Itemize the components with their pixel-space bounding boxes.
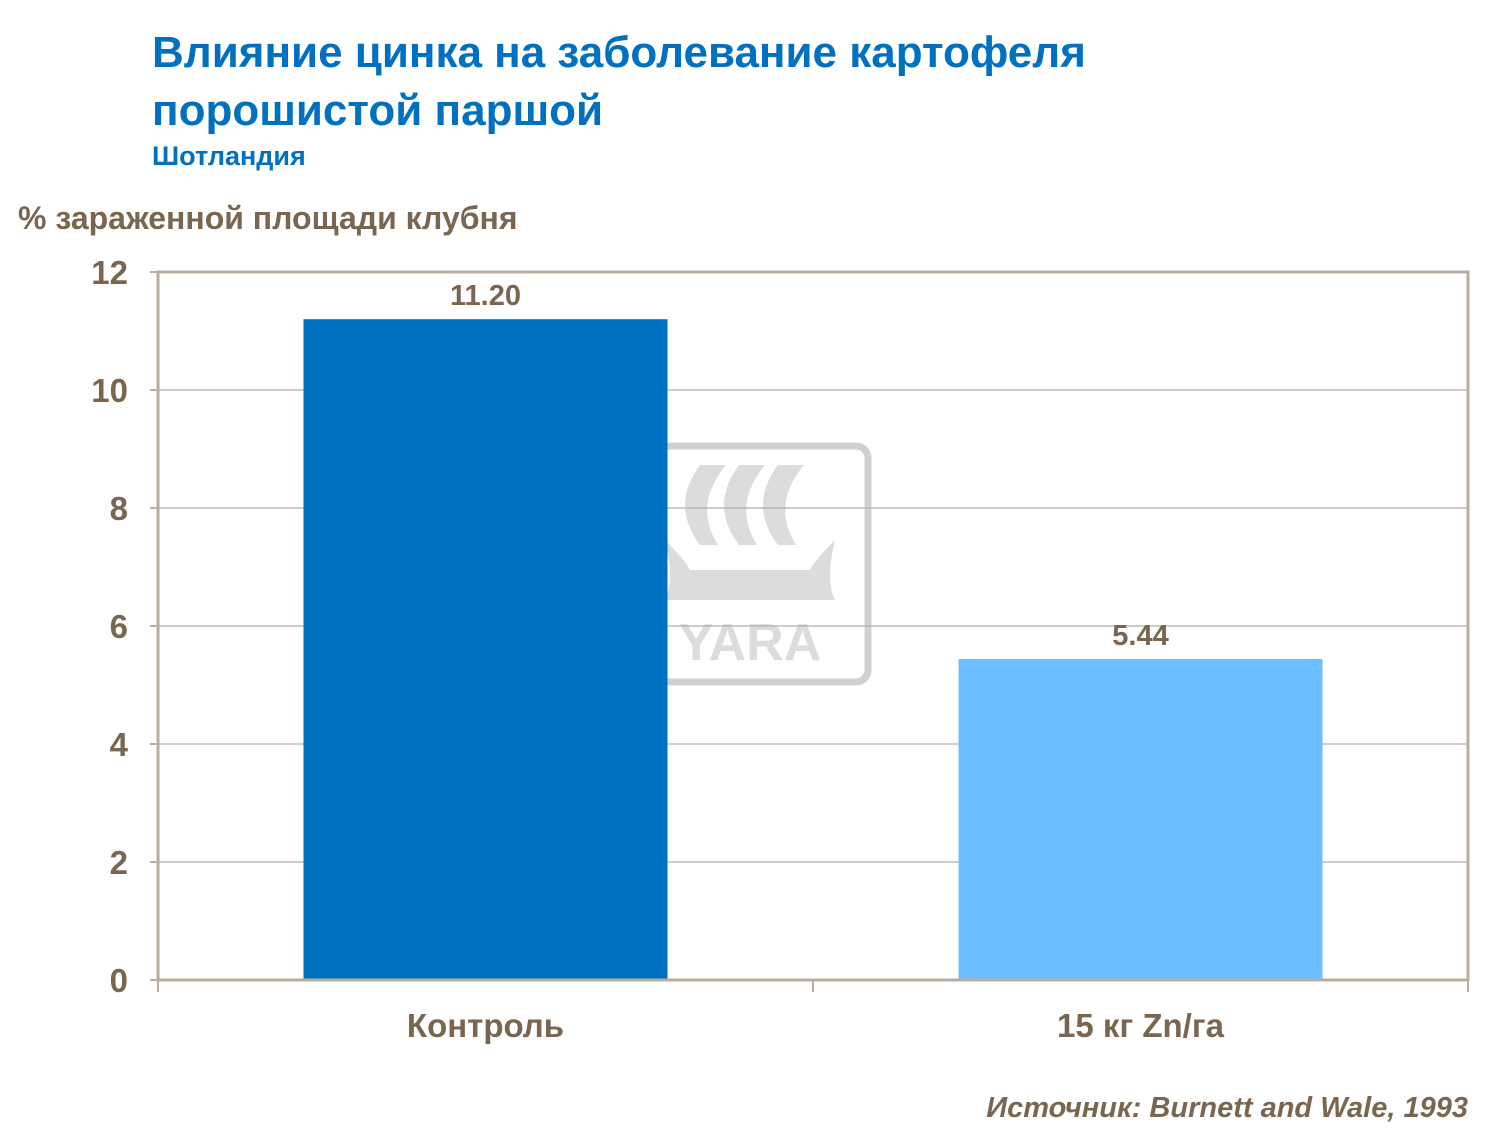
data-label: 5.44 xyxy=(1112,620,1168,652)
bar-0 xyxy=(303,319,668,980)
watermark-sail xyxy=(763,465,804,545)
x-tick-label: 15 кг Zn/га xyxy=(1057,1007,1225,1044)
watermark-ship xyxy=(665,540,835,600)
x-tick-label: Контроль xyxy=(407,1007,564,1044)
y-tick-label: 8 xyxy=(110,490,128,527)
watermark-text: YARA xyxy=(679,614,822,672)
watermark-sail xyxy=(685,465,726,545)
chart-title: Влияние цинка на заболевание картофеля п… xyxy=(152,28,1086,135)
data-label: 11.20 xyxy=(450,280,521,312)
chart-subtitle: Шотландия xyxy=(152,141,306,171)
y-tick-label: 6 xyxy=(110,608,128,645)
source-note: Источник: Burnett and Wale, 1993 xyxy=(986,1092,1468,1124)
y-tick-label: 2 xyxy=(110,844,128,881)
plot-frame xyxy=(156,270,1470,982)
y-tick-label: 10 xyxy=(91,372,128,409)
y-axis-label: % зараженной площади клубня xyxy=(18,200,518,236)
watermark-sail xyxy=(724,465,765,545)
y-tick-label: 4 xyxy=(110,726,129,763)
y-tick-label: 0 xyxy=(110,962,128,999)
y-tick-label: 12 xyxy=(91,254,128,291)
bar-1 xyxy=(958,659,1323,980)
